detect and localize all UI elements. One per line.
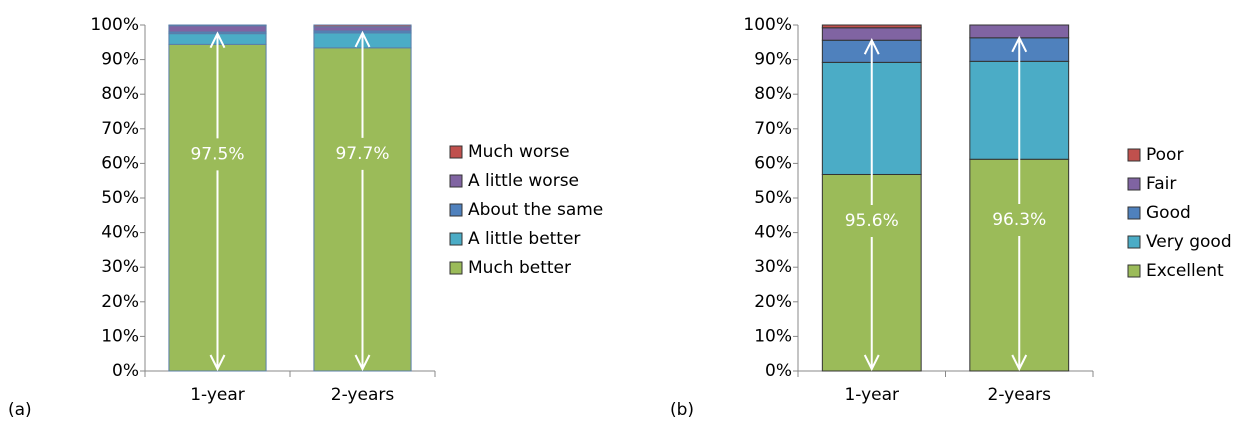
x-tick-label: 1-year [844,385,899,405]
y-tick-label: 80% [754,84,792,104]
legend-swatch [1127,148,1141,162]
legend-swatch [449,261,463,275]
legend-label: Poor [1146,145,1183,165]
bar-segment [821,24,922,29]
y-tick-label: 20% [101,292,139,312]
panel-label: (b) [670,400,694,420]
panel-label: (a) [8,400,32,420]
legend-label: Good [1146,203,1191,223]
total-label: 97.7% [335,144,389,164]
arrow [863,37,880,372]
total-label: 97.5% [190,144,244,164]
y-tick-label: 100% [90,15,139,35]
total-label: 95.6% [845,211,899,231]
y-tick-label: 50% [101,188,139,208]
legend-swatch [1127,206,1141,220]
x-tick-label: 1-year [190,385,245,405]
y-tick-label: 0% [765,361,792,381]
legend-swatch [1127,264,1141,278]
y-tick-label: 80% [101,84,139,104]
y-tick-label: 60% [754,153,792,173]
y-tick-label: 90% [754,50,792,70]
x-tick-label: 2-years [988,385,1052,405]
legend-label: About the same [468,200,603,220]
y-tick-label: 100% [743,15,792,35]
legend-label: A little better [468,229,580,249]
legend-swatch [449,174,463,188]
arrow [209,31,226,372]
legend-label: Excellent [1146,261,1224,281]
arrow [1011,35,1028,372]
y-tick-label: 30% [754,257,792,277]
legend-label: Very good [1146,232,1232,252]
legend-swatch [449,203,463,217]
legend-label: A little worse [468,171,579,191]
x-tick-label: 2-years [331,385,395,405]
y-tick-label: 40% [754,223,792,243]
y-tick-label: 30% [101,257,139,277]
y-tick-label: 10% [101,326,139,346]
legend-swatch [1127,177,1141,191]
bar-segment [313,24,412,28]
total-label: 96.3% [992,210,1046,230]
legend-swatch [449,232,463,246]
y-tick-label: 50% [754,188,792,208]
y-tick-label: 70% [754,119,792,139]
y-tick-label: 20% [754,292,792,312]
y-tick-label: 0% [112,361,139,381]
legend-label: Much better [468,258,571,278]
bar-segment [168,24,267,27]
legend-swatch [1127,235,1141,249]
bar-segment [168,25,267,33]
y-tick-label: 10% [754,326,792,346]
y-tick-label: 70% [101,119,139,139]
arrow [354,30,371,372]
y-tick-label: 90% [101,50,139,70]
bar-segment [313,26,412,32]
legend-label: Much worse [468,142,570,162]
y-tick-label: 60% [101,153,139,173]
y-tick-label: 40% [101,223,139,243]
legend-swatch [449,145,463,159]
legend-label: Fair [1146,174,1176,194]
